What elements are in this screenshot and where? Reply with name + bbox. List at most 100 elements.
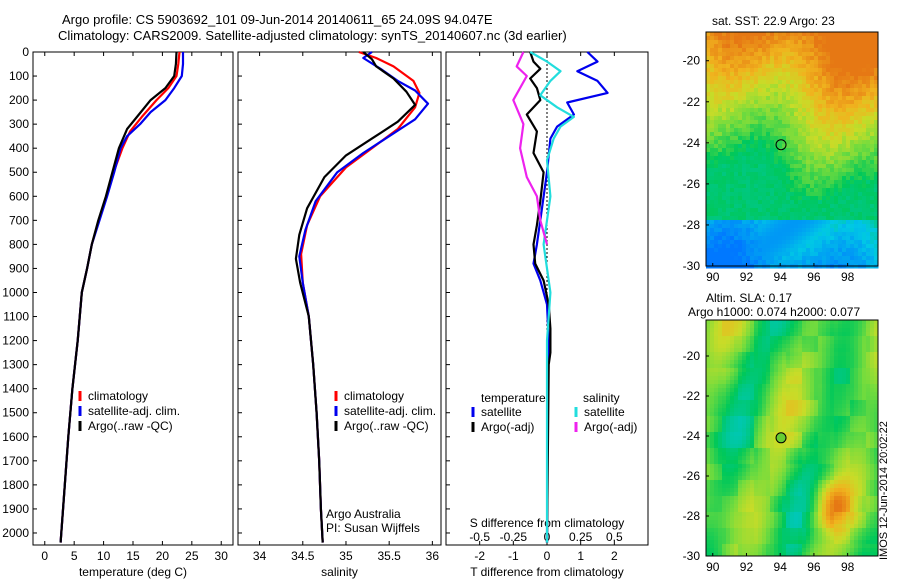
y-tick-label: 700: [9, 213, 29, 227]
x-tick-label: 92: [740, 560, 754, 574]
legend-label: Argo(-adj): [481, 420, 534, 434]
x-tick-label: 90: [706, 270, 720, 284]
salinity-x-axis-label: salinity: [321, 565, 358, 579]
y-tick-label: 200: [9, 93, 29, 107]
y-tick-label: -28: [683, 509, 701, 523]
sla-map-subtitle: Argo h1000: 0.074 h2000: 0.077: [688, 305, 861, 319]
legend-label: satellite-adj. clim.: [344, 404, 436, 418]
x-tick-label: 30: [215, 549, 229, 563]
y-tick-label: -22: [683, 389, 701, 403]
salinity-axes-box: [237, 51, 442, 546]
y-tick-label: 1700: [2, 454, 29, 468]
y-tick-label: 300: [9, 117, 29, 131]
y-tick-label: -30: [683, 259, 701, 273]
x-tick-label: 2: [611, 549, 618, 563]
x-tick-label: 15: [126, 549, 140, 563]
x-tick-label: 98: [841, 560, 855, 574]
top-tick-label: 0.5: [606, 530, 623, 544]
top-tick-label: 0.25: [569, 530, 593, 544]
legend-label: Argo(-adj): [584, 420, 637, 434]
series-line: [512, 51, 549, 245]
y-tick-label: -26: [683, 469, 701, 483]
x-tick-label: 1: [577, 549, 584, 563]
x-tick-label: 96: [807, 560, 821, 574]
argo-position-marker: [775, 139, 787, 151]
x-tick-label: 0: [41, 549, 48, 563]
series-line: [525, 51, 552, 543]
y-tick-label: -26: [683, 177, 701, 191]
argo-position-marker: [775, 432, 787, 444]
annotation-institution: Argo Australia: [326, 507, 401, 521]
y-tick-label: 1500: [2, 406, 29, 420]
y-tick-label: 900: [9, 261, 29, 275]
x-tick-label: 34: [253, 549, 267, 563]
y-tick-label: -24: [683, 136, 701, 150]
y-tick-label: 1000: [2, 285, 29, 299]
x-tick-label: 0: [544, 549, 551, 563]
annotation-pi: PI: Susan Wijffels: [326, 521, 420, 535]
x-tick-label: 96: [807, 270, 821, 284]
top-tick-label: -0.5: [469, 530, 490, 544]
legend-label: satellite-adj. clim.: [88, 404, 180, 418]
temperature-x-axis-label: temperature (deg C): [79, 565, 187, 579]
x-tick-label: 20: [156, 549, 170, 563]
y-tick-label: 1200: [2, 334, 29, 348]
sst-map-frame: [705, 31, 879, 267]
series-line: [529, 51, 575, 543]
x-tick-label: 34.5: [291, 549, 315, 563]
legend-label: Argo(..raw -QC): [88, 419, 173, 433]
y-tick-label: 800: [9, 237, 29, 251]
x-tick-label: 35.5: [377, 549, 401, 563]
y-tick-label: -20: [683, 54, 701, 68]
figure-subtitle: Climatology: CARS2009. Satellite-adjuste…: [58, 28, 567, 43]
y-tick-label: 400: [9, 141, 29, 155]
x-tick-label: 94: [774, 560, 788, 574]
temperature-axes-box: [32, 51, 234, 546]
y-tick-label: 100: [9, 69, 29, 83]
legend-label: satellite: [481, 405, 522, 419]
y-tick-label: 2000: [2, 526, 29, 540]
x-tick-label: -1: [508, 549, 519, 563]
y-tick-label: 1300: [2, 358, 29, 372]
x-tick-label: 10: [97, 549, 111, 563]
legend-label: Argo(..raw -QC): [344, 419, 429, 433]
x-tick-label: -2: [474, 549, 485, 563]
legend-label: climatology: [88, 389, 148, 403]
legend-label: climatology: [344, 389, 404, 403]
sst-map-title: sat. SST: 22.9 Argo: 23: [712, 14, 835, 28]
x-tick-label: 92: [740, 270, 754, 284]
series-line: [294, 51, 417, 543]
legend-title-temperature: temperature: [481, 391, 546, 405]
y-tick-label: 1100: [3, 310, 29, 324]
series-line: [59, 51, 178, 543]
x-tick-label: 98: [841, 270, 855, 284]
sla-map-frame: [705, 319, 879, 557]
legend-label: satellite: [584, 405, 625, 419]
y-tick-label: -20: [683, 349, 701, 363]
x-tick-label: 35: [339, 549, 353, 563]
x-tick-label: 25: [185, 549, 199, 563]
y-tick-label: -28: [683, 218, 701, 232]
sla-map-heatmap: [706, 320, 879, 557]
y-tick-label: 500: [9, 165, 29, 179]
x-tick-label: 94: [774, 270, 788, 284]
y-tick-label: 1400: [2, 382, 29, 396]
sst-map-heatmap: [706, 32, 879, 269]
x-tick-label: 36: [426, 549, 440, 563]
y-tick-label: 1900: [2, 502, 29, 516]
y-tick-label: -24: [683, 429, 701, 443]
y-tick-label: -30: [683, 549, 701, 563]
y-tick-label: 1600: [2, 430, 29, 444]
figure-title: Argo profile: CS 5903692_101 09-Jun-2014…: [62, 12, 493, 27]
x-tick-label: 5: [71, 549, 78, 563]
x-tick-label: 90: [706, 560, 720, 574]
y-tick-label: -22: [683, 95, 701, 109]
top-tick-label: -0.25: [500, 530, 528, 544]
y-tick-label: 600: [9, 189, 29, 203]
y-tick-label: 1800: [2, 478, 29, 492]
y-tick-label: 0: [22, 45, 29, 59]
sla-map-title: Altim. SLA: 0.17: [706, 291, 793, 305]
difference-x-axis-label: T difference from climatology: [470, 565, 624, 579]
legend-title-salinity: salinity: [583, 391, 620, 405]
